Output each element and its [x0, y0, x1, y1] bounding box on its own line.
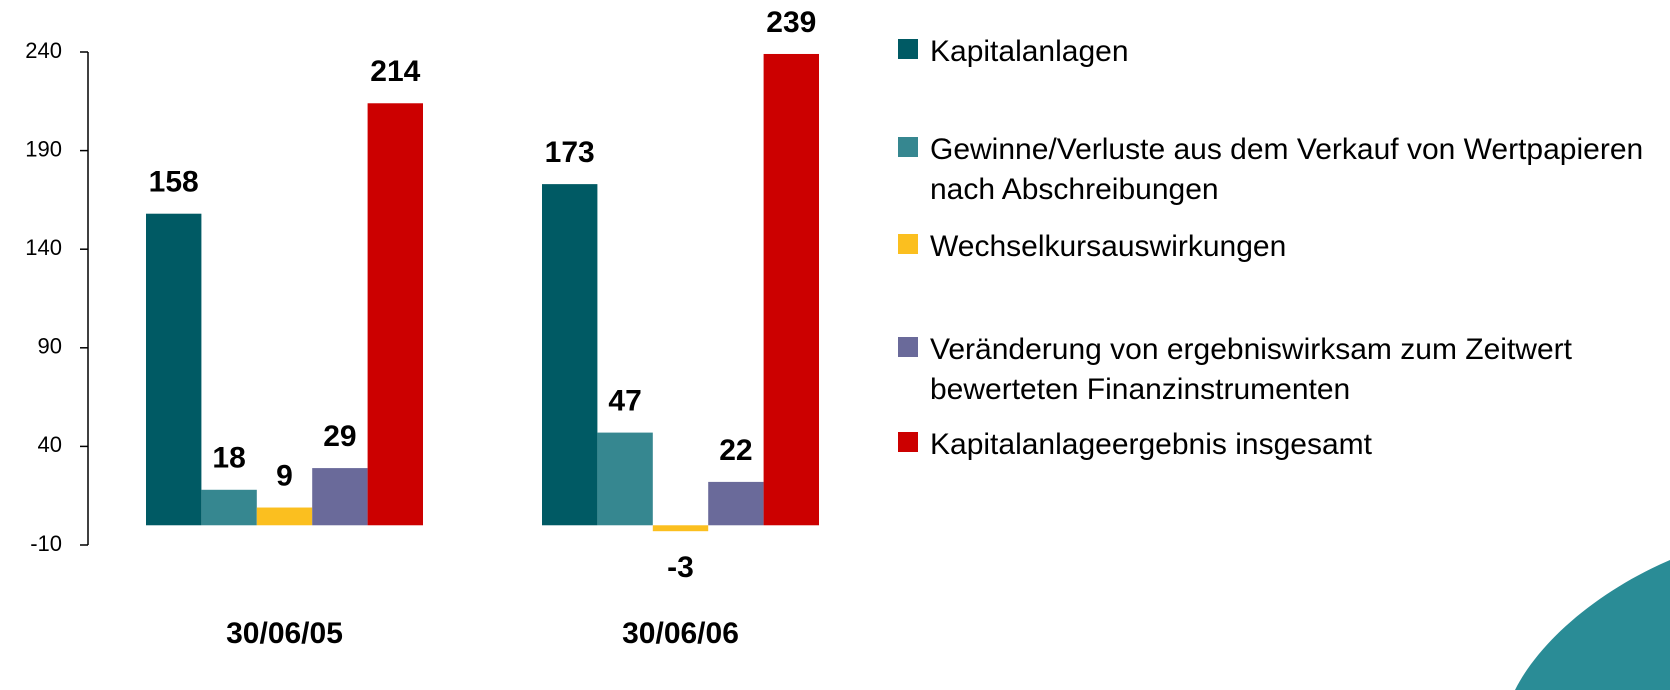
- legend-swatch: [898, 234, 918, 254]
- legend-label: Veränderung von ergebniswirksam zum Zeit…: [930, 330, 1670, 410]
- x-tick-label: 30/06/06: [622, 617, 739, 650]
- bar: [257, 508, 312, 526]
- value-label: 158: [149, 166, 199, 199]
- legend-item: Kapitalanlageergebnis insgesamt: [898, 425, 1670, 465]
- value-label: 214: [370, 55, 420, 88]
- bar: [312, 468, 367, 525]
- legend-swatch: [898, 39, 918, 59]
- y-tick-label: 40: [38, 432, 62, 457]
- bar: [368, 103, 423, 525]
- y-tick-label: 240: [25, 38, 62, 63]
- bar: [597, 433, 652, 526]
- page: -10 40 90 140 190 240 30/06/05 158 18 9 29 214 30/06…: [0, 0, 1670, 690]
- legend-label: Wechselkursauswirkungen: [930, 227, 1670, 267]
- y-tick-label: -10: [30, 531, 62, 556]
- legend-label: Gewinne/Verluste aus dem Verkauf von Wer…: [930, 130, 1670, 210]
- decoration: [1515, 560, 1670, 690]
- legend-swatch: [898, 337, 918, 357]
- legend-item: Veränderung von ergebniswirksam zum Zeit…: [898, 330, 1670, 410]
- y-tick-label: 190: [25, 136, 62, 161]
- y-tick-label: 90: [38, 334, 62, 359]
- bar: [146, 214, 201, 526]
- legend-label: Kapitalanlageergebnis insgesamt: [930, 425, 1670, 465]
- y-tick-label: 140: [25, 235, 62, 260]
- value-label: 22: [719, 434, 752, 467]
- value-label: -3: [667, 551, 694, 584]
- value-label: 18: [212, 442, 245, 475]
- bar: [653, 525, 708, 531]
- value-label: 239: [766, 6, 816, 39]
- bar: [764, 54, 819, 525]
- legend-item: Kapitalanlagen: [898, 32, 1670, 72]
- bar: [201, 490, 256, 525]
- value-label: 173: [545, 136, 595, 169]
- bar: [708, 482, 763, 525]
- legend-label: Kapitalanlagen: [930, 32, 1670, 72]
- value-label: 47: [608, 385, 641, 418]
- bar: [542, 184, 597, 525]
- legend-item: Gewinne/Verluste aus dem Verkauf von Wer…: [898, 130, 1670, 210]
- legend-swatch: [898, 432, 918, 452]
- legend-swatch: [898, 137, 918, 157]
- value-label: 9: [276, 459, 293, 492]
- legend-item: Wechselkursauswirkungen: [898, 227, 1670, 267]
- value-label: 29: [323, 420, 356, 453]
- x-tick-label: 30/06/05: [226, 617, 343, 650]
